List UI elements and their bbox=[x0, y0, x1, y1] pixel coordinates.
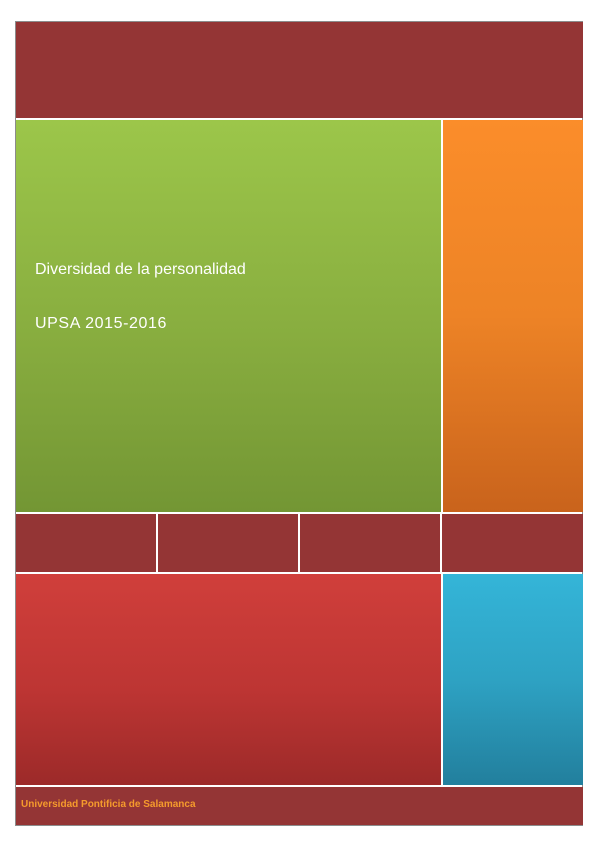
footer-band bbox=[16, 787, 583, 825]
blue-accent-panel bbox=[443, 574, 583, 785]
orange-accent-panel bbox=[443, 120, 583, 512]
middle-band-cell bbox=[16, 514, 156, 572]
top-band bbox=[16, 22, 583, 118]
document-title: Diversidad de la personalidad bbox=[35, 261, 246, 278]
document-subtitle: UPSA 2015-2016 bbox=[35, 315, 168, 332]
middle-band-cell bbox=[442, 514, 583, 572]
title-panel bbox=[16, 120, 441, 512]
footer-institution: Universidad Pontificia de Salamanca bbox=[21, 799, 196, 810]
middle-band-cell bbox=[158, 514, 298, 572]
middle-band-cell bbox=[300, 514, 440, 572]
red-panel bbox=[16, 574, 441, 785]
